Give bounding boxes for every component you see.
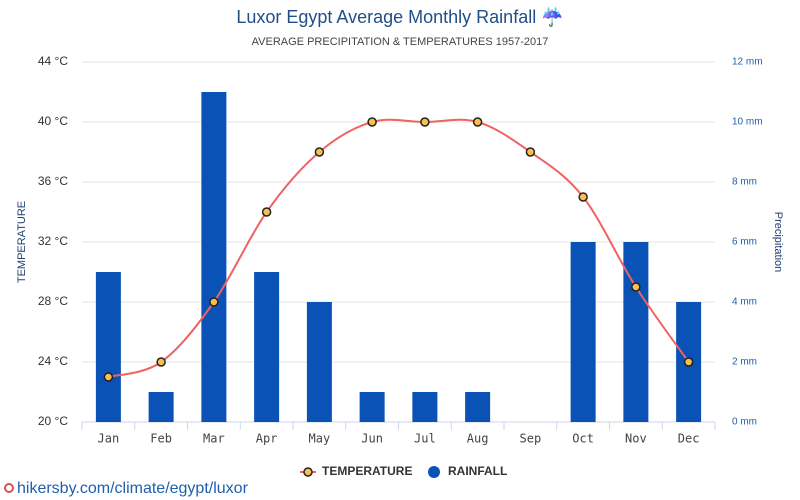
y2-tick-label: 6 mm bbox=[732, 237, 757, 248]
source-icon bbox=[4, 483, 14, 493]
y2-tick-label: 0 mm bbox=[732, 417, 757, 428]
chart-title: Luxor Egypt Average Monthly Rainfall ☔ bbox=[236, 6, 563, 27]
x-tick-label: Aug bbox=[467, 432, 489, 446]
marker bbox=[683, 357, 694, 367]
legend-marker bbox=[303, 467, 313, 477]
y-tick-label: 24 °C bbox=[38, 354, 68, 368]
x-tick-label: Jul bbox=[414, 432, 436, 446]
y2-axis-title: Precipitation bbox=[772, 212, 784, 273]
marker bbox=[631, 282, 641, 292]
x-tick-label: Mar bbox=[203, 432, 225, 446]
bar bbox=[570, 242, 596, 422]
bar bbox=[254, 272, 280, 422]
y2-tick-label: 4 mm bbox=[732, 297, 757, 308]
y2-tick-label: 2 mm bbox=[732, 357, 757, 368]
y-tick-label: 36 °C bbox=[38, 174, 68, 188]
y-tick-label: 28 °C bbox=[38, 294, 68, 308]
marker bbox=[472, 117, 483, 127]
marker bbox=[578, 192, 588, 202]
bar bbox=[148, 392, 174, 422]
x-tick-label: May bbox=[309, 432, 331, 446]
y-tick-label: 20 °C bbox=[38, 414, 68, 428]
marker bbox=[314, 147, 325, 157]
marker bbox=[525, 147, 536, 157]
legend-label: RAINFALL bbox=[448, 464, 507, 478]
bar bbox=[465, 392, 491, 422]
y-axis-title: TEMPERATURE bbox=[16, 201, 28, 283]
x-tick-label: Jun bbox=[361, 432, 383, 446]
x-tick-label: Dec bbox=[678, 432, 700, 446]
y2-tick-label: 12 mm bbox=[732, 57, 763, 68]
x-tick-label: Oct bbox=[572, 432, 594, 446]
bar bbox=[623, 242, 649, 422]
marker bbox=[420, 117, 430, 127]
marker bbox=[367, 117, 377, 127]
y-tick-label: 32 °C bbox=[38, 234, 68, 248]
bar bbox=[412, 392, 438, 422]
x-tick-label: Feb bbox=[150, 432, 172, 446]
marker bbox=[103, 372, 114, 382]
y-tick-label: 40 °C bbox=[38, 114, 68, 128]
y-tick-label: 44 °C bbox=[38, 54, 68, 68]
y2-tick-label: 8 mm bbox=[732, 177, 757, 188]
chart-subtitle: AVERAGE PRECIPITATION & TEMPERATURES 195… bbox=[252, 36, 549, 48]
x-tick-label: Nov bbox=[625, 432, 647, 446]
x-tick-label: Jan bbox=[98, 432, 120, 446]
x-tick-label: Sep bbox=[520, 432, 542, 446]
bar bbox=[201, 92, 227, 422]
bar bbox=[95, 272, 121, 422]
line bbox=[108, 118, 690, 378]
x-tick-label: Apr bbox=[256, 432, 278, 446]
legend-marker bbox=[428, 466, 440, 478]
bar bbox=[306, 302, 332, 422]
marker bbox=[209, 297, 219, 307]
marker bbox=[261, 207, 272, 217]
marker bbox=[156, 357, 166, 367]
bar bbox=[359, 392, 385, 422]
legend-label: TEMPERATURE bbox=[322, 464, 412, 478]
source-link[interactable]: hikersby.com/climate/egypt/luxor bbox=[17, 480, 249, 497]
y2-tick-label: 10 mm bbox=[732, 117, 763, 128]
